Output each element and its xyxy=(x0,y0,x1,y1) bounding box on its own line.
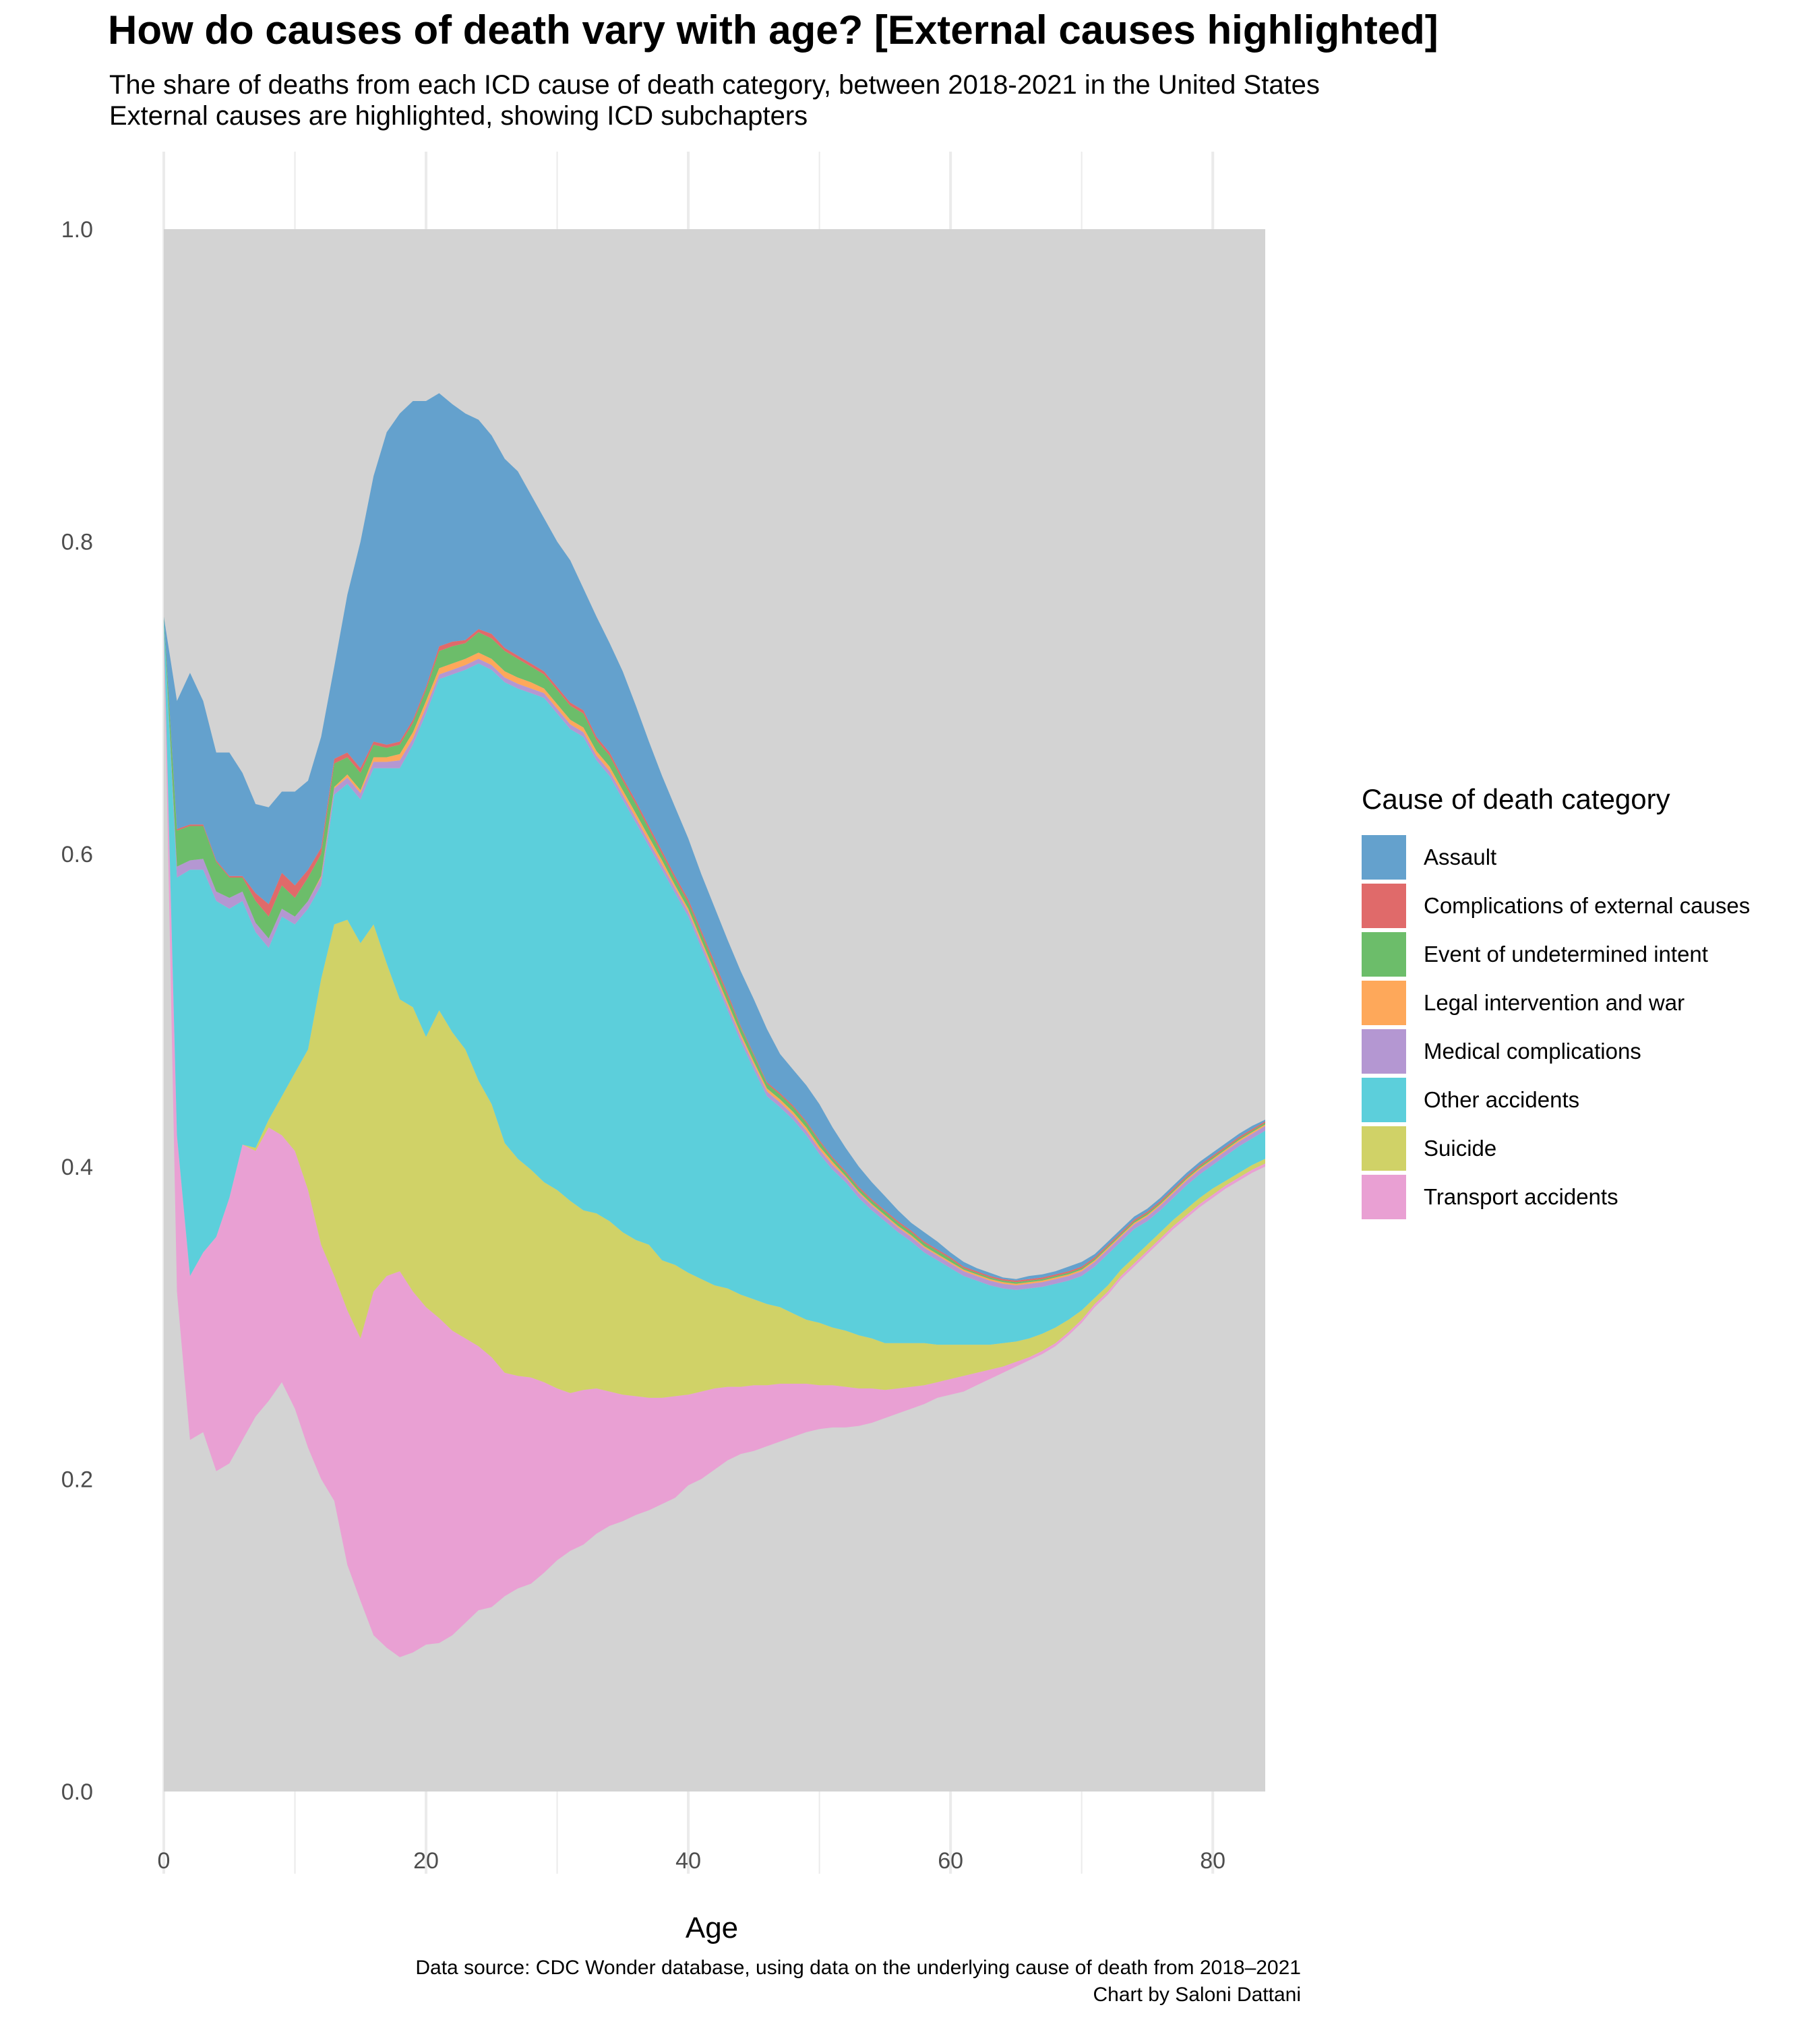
legend-item-legal-intervention-and-war: Legal intervention and war xyxy=(1362,979,1750,1027)
x-tick-label: 0 xyxy=(158,1848,171,1874)
legend-swatch-assault xyxy=(1362,835,1406,880)
area-assault xyxy=(164,393,1265,1281)
legend-item-complications-of-external-causes: Complications of external causes xyxy=(1362,882,1750,930)
area-suicide xyxy=(164,625,1265,1398)
legend-item-medical-complications: Medical complications xyxy=(1362,1027,1750,1076)
legend-item-transport-accidents: Transport accidents xyxy=(1362,1173,1750,1221)
y-tick-label: 0.6 xyxy=(61,842,93,867)
legend-swatch-medical-complications xyxy=(1362,1029,1406,1074)
y-tick-label: 0.0 xyxy=(61,1779,93,1805)
legend-title: Cause of death category xyxy=(1362,783,1670,815)
legend-swatch-complications-of-external-causes xyxy=(1362,884,1406,928)
area-transport-accidents xyxy=(164,627,1265,1657)
legend-swatch-other-accidents xyxy=(1362,1078,1406,1122)
legend-label-complications-of-external-causes: Complications of external causes xyxy=(1424,893,1751,918)
legend-label-suicide: Suicide xyxy=(1424,1136,1497,1161)
legend-label-transport-accidents: Transport accidents xyxy=(1424,1184,1618,1209)
author-caption: Chart by Saloni Dattani xyxy=(1093,1984,1302,2006)
x-tick-label: 40 xyxy=(675,1848,701,1874)
x-tick-label: 80 xyxy=(1200,1848,1225,1874)
legend-label-legal-intervention-and-war: Legal intervention and war xyxy=(1424,990,1685,1015)
legend-item-other-accidents: Other accidents xyxy=(1362,1076,1750,1124)
x-axis-title: Age xyxy=(686,1911,738,1944)
y-axis-tick-labels: 0.0 0.2 0.4 0.6 0.8 1.0 xyxy=(61,217,93,1805)
legend-item-event-of-undetermined-intent: Event of undetermined intent xyxy=(1362,930,1750,979)
legend-label-other-accidents: Other accidents xyxy=(1424,1087,1580,1112)
legend-swatch-suicide xyxy=(1362,1126,1406,1171)
y-tick-label: 0.2 xyxy=(61,1467,93,1492)
y-tick-label: 0.8 xyxy=(61,530,93,555)
legend-swatch-event-of-undetermined-intent xyxy=(1362,932,1406,977)
y-tick-label: 1.0 xyxy=(61,217,93,243)
legend-label-medical-complications: Medical complications xyxy=(1424,1039,1641,1064)
legend: Cause of death category Assault Complica… xyxy=(1362,783,1750,1221)
data-source-caption: Data source: CDC Wonder database, using … xyxy=(415,1957,1301,1979)
x-tick-label: 20 xyxy=(413,1848,439,1874)
chart-title: How do causes of death vary with age? [E… xyxy=(108,7,1438,53)
legend-item-suicide: Suicide xyxy=(1362,1124,1750,1173)
y-tick-label: 0.4 xyxy=(61,1155,93,1180)
legend-label-assault: Assault xyxy=(1424,845,1497,869)
legend-swatch-legal-intervention-and-war xyxy=(1362,981,1406,1025)
x-tick-label: 60 xyxy=(938,1848,963,1874)
chart-subtitle-line-2: External causes are highlighted, showing… xyxy=(109,101,808,131)
stacked-area-series xyxy=(164,393,1265,1657)
area-other-accidents xyxy=(164,619,1265,1345)
legend-swatch-transport-accidents xyxy=(1362,1175,1406,1219)
x-axis-tick-labels: 0 20 40 60 80 xyxy=(158,1848,1226,1874)
legend-label-event-of-undetermined-intent: Event of undetermined intent xyxy=(1424,942,1708,967)
chart-subtitle-line-1: The share of deaths from each ICD cause … xyxy=(109,70,1320,100)
legend-item-assault: Assault xyxy=(1362,833,1750,882)
